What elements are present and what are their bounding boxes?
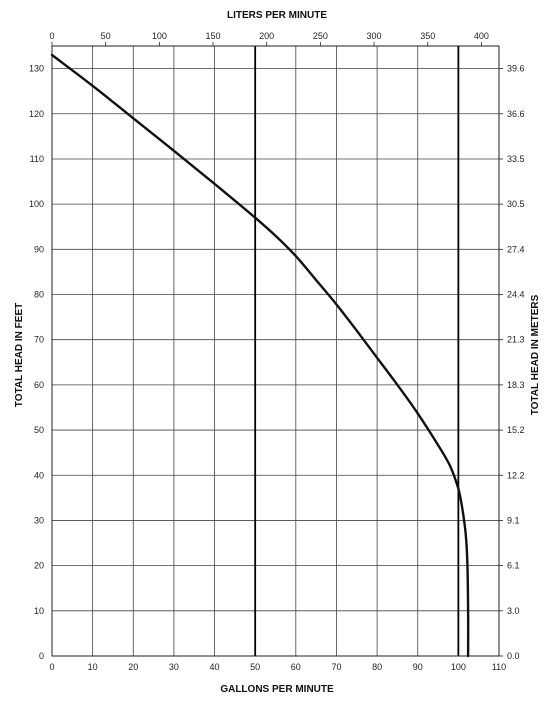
x-tick-label: 70 bbox=[331, 662, 341, 672]
y2-tick-label: 27.4 bbox=[507, 244, 525, 254]
y2-tick-label: 36.6 bbox=[507, 109, 525, 119]
y2-tick-label: 12.2 bbox=[507, 470, 525, 480]
y-tick-label: 70 bbox=[34, 335, 44, 345]
y2-tick-label: 6.1 bbox=[507, 561, 520, 571]
x-tick-label: 0 bbox=[49, 662, 54, 672]
x-tick-label: 50 bbox=[250, 662, 260, 672]
y-tick-label: 30 bbox=[34, 515, 44, 525]
x-tick-label: 30 bbox=[169, 662, 179, 672]
x-tick-label: 100 bbox=[451, 662, 466, 672]
y-tick-label: 0 bbox=[39, 651, 44, 661]
y-tick-label: 60 bbox=[34, 380, 44, 390]
x2-tick-label: 0 bbox=[49, 31, 54, 41]
y2-tick-label: 33.5 bbox=[507, 154, 525, 164]
y-tick-label: 120 bbox=[29, 109, 44, 119]
y-tick-label: 10 bbox=[34, 606, 44, 616]
y-tick-label: 130 bbox=[29, 64, 44, 74]
y2-tick-label: 21.3 bbox=[507, 335, 525, 345]
plot-frame bbox=[51, 45, 500, 657]
x-tick-label: 60 bbox=[291, 662, 301, 672]
x-tick-label: 110 bbox=[492, 662, 506, 672]
series bbox=[50, 53, 470, 658]
y-tick-label: 20 bbox=[34, 561, 44, 571]
x-tick-label: 40 bbox=[210, 662, 220, 672]
x-tick-label: 10 bbox=[88, 662, 98, 672]
x-tick-label: 90 bbox=[413, 662, 423, 672]
x2-tick-label: 200 bbox=[259, 31, 274, 41]
y2-tick-label: 30.5 bbox=[507, 199, 525, 209]
y2-tick-label: 39.6 bbox=[507, 64, 525, 74]
y-tick-label: 100 bbox=[29, 199, 44, 209]
y2-tick-label: 18.3 bbox=[507, 380, 525, 390]
right-axis-title: TOTAL HEAD IN METERS bbox=[530, 294, 541, 415]
top-axis-title: LITERS PER MINUTE bbox=[227, 10, 327, 21]
x2-tick-label: 150 bbox=[206, 31, 221, 41]
x2-tick-label: 300 bbox=[367, 31, 382, 41]
x2-tick-label: 400 bbox=[474, 31, 489, 41]
vertical-markers bbox=[254, 46, 460, 656]
bottom-axis-title: GALLONS PER MINUTE bbox=[220, 684, 334, 695]
y2-tick-label: 3.0 bbox=[507, 606, 520, 616]
x-tick-label: 80 bbox=[372, 662, 382, 672]
x2-tick-label: 50 bbox=[101, 31, 111, 41]
y-tick-label: 40 bbox=[34, 470, 44, 480]
y-tick-label: 90 bbox=[34, 244, 44, 254]
x-tick-label: 20 bbox=[128, 662, 138, 672]
y-tick-label: 110 bbox=[30, 154, 44, 164]
left-axis-title: TOTAL HEAD IN FEET bbox=[14, 303, 25, 407]
y2-tick-label: 15.2 bbox=[507, 425, 525, 435]
pump-curve-line bbox=[50, 53, 470, 658]
x2-tick-label: 350 bbox=[420, 31, 435, 41]
x2-tick-label: 100 bbox=[152, 31, 167, 41]
y2-tick-label: 0.0 bbox=[507, 651, 520, 661]
x2-tick-label: 250 bbox=[313, 31, 328, 41]
y-tick-label: 50 bbox=[34, 425, 44, 435]
y-tick-label: 80 bbox=[34, 290, 44, 300]
y2-tick-label: 9.1 bbox=[507, 515, 520, 525]
y2-tick-label: 24.4 bbox=[507, 290, 525, 300]
tick-labels: 0 10 20 30 40 50 60 70 80 90 100 110 0 10 20 30 40 50 60 70… bbox=[29, 31, 525, 672]
